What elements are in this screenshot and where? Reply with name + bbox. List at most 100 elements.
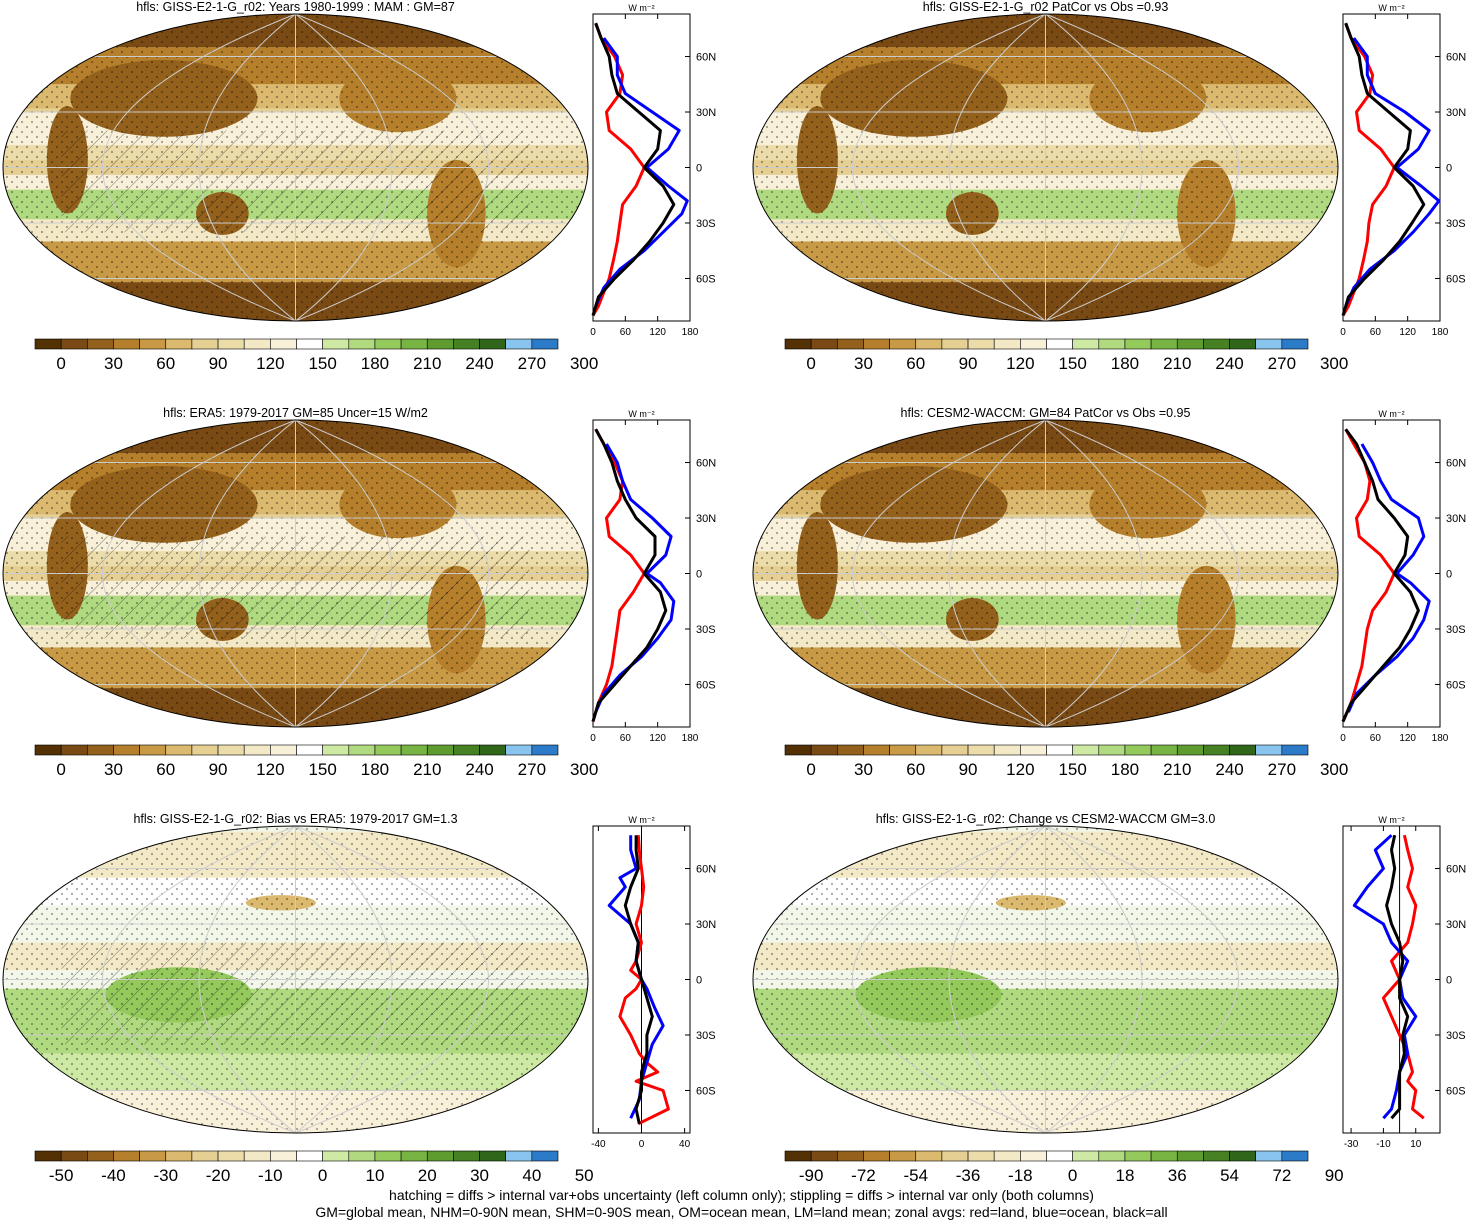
- profile-line-ocean: [1347, 443, 1431, 713]
- colorbar-swatch: [217, 1150, 245, 1162]
- panel-title: hfls: CESM2-WACCM: GM=84 PatCor vs Obs =…: [901, 406, 1191, 420]
- colorbar-swatch: [348, 1150, 376, 1162]
- colorbar-swatch: [863, 1150, 890, 1162]
- colorbar-swatch: [1072, 1150, 1100, 1162]
- colorbar-swatch: [1150, 1150, 1178, 1162]
- lat-tick-label: 30S: [1446, 218, 1466, 230]
- profile-line-land: [618, 835, 670, 1126]
- colorbar-swatch: [400, 338, 428, 350]
- profile-x-tick-label: 0: [1340, 327, 1346, 338]
- colorbar-swatch: [941, 1150, 969, 1162]
- colorbar-swatch: [1072, 744, 1100, 756]
- colorbar-tick-label: 90: [1325, 1166, 1344, 1185]
- profile-frame: [1342, 13, 1441, 322]
- colorbar-swatch: [1176, 744, 1204, 756]
- lat-tick-label: 60N: [696, 864, 716, 876]
- colorbar-swatch: [1281, 338, 1309, 350]
- colorbar-swatch: [1150, 338, 1178, 350]
- colorbar-tick-label: 30: [104, 354, 123, 373]
- lat-tick-label: 60S: [1446, 1085, 1466, 1097]
- colorbar-swatch: [453, 1150, 480, 1162]
- colorbar-tick-label: 120: [256, 354, 284, 373]
- colorbar-tick-label: 50: [575, 1166, 594, 1185]
- colorbar-swatch: [915, 744, 943, 756]
- lat-tick-label: 60S: [696, 679, 716, 691]
- colorbar-swatch: [1098, 744, 1126, 756]
- colorbar-tick-label: -54: [903, 1166, 928, 1185]
- lat-tick-label: 60N: [1446, 864, 1466, 876]
- colorbar-swatch: [217, 338, 245, 350]
- profile-x-tick-label: 120: [1399, 733, 1416, 744]
- colorbar-swatch: [505, 338, 533, 350]
- map-outline: [752, 13, 1339, 322]
- profile-x-tick-label: 10: [1410, 1139, 1422, 1150]
- colorbar-tick-label: 40: [522, 1166, 541, 1185]
- colorbar-tick-label: 0: [806, 354, 815, 373]
- colorbar-swatch: [1046, 338, 1073, 350]
- map-field: [3, 825, 588, 1133]
- profile-x-tick-label: 180: [682, 733, 699, 744]
- profile-x-tick-label: 40: [679, 1139, 691, 1150]
- profile-x-tick-label: 180: [682, 327, 699, 338]
- colorbar-swatch: [531, 744, 559, 756]
- colorbar-tick-label: 240: [1215, 354, 1243, 373]
- map-field: [3, 419, 588, 727]
- colorbar-swatch: [113, 744, 140, 756]
- colorbar-swatch: [1124, 338, 1152, 350]
- profile-x-tick-label: 60: [620, 327, 632, 338]
- lat-tick-label: 60N: [1446, 458, 1466, 470]
- panel-5: hfls: GISS-E2-1-G_r02: Bias vs ERA5: 197…: [2, 812, 716, 1185]
- colorbar-swatch: [139, 744, 167, 756]
- colorbar-tick-label: 18: [1115, 1166, 1134, 1185]
- colorbar-swatch: [531, 338, 559, 350]
- colorbar-tick-label: 36: [1168, 1166, 1187, 1185]
- colorbar-tick-label: 90: [959, 760, 978, 779]
- colorbar-swatch: [165, 744, 193, 756]
- colorbar-swatch: [87, 744, 114, 756]
- colorbar-swatch: [993, 1150, 1021, 1162]
- colorbar-swatch: [1072, 338, 1100, 350]
- profile-unit: W m⁻²: [628, 409, 654, 419]
- colorbar-swatch: [1229, 1150, 1256, 1162]
- profile-x-tick-label: 60: [1370, 733, 1382, 744]
- colorbar-swatch: [113, 1150, 140, 1162]
- zonal-profile: W m⁻² 60N 30N 0 30S 60S -30 -10 10: [1342, 815, 1466, 1150]
- profile-frame: [592, 13, 691, 322]
- colorbar-swatch: [1020, 338, 1047, 350]
- panel-6: hfls: GISS-E2-1-G_r02: Change vs CESM2-W…: [752, 812, 1466, 1185]
- colorbar-tick-label: -36: [956, 1166, 981, 1185]
- map-outline: [2, 825, 589, 1134]
- colorbar-swatch: [941, 338, 969, 350]
- colorbar: 0 30 60 90 120 150 180 210 240 270 300: [34, 744, 598, 779]
- colorbar-tick-label: 30: [854, 354, 873, 373]
- colorbar-swatch: [889, 338, 917, 350]
- colorbar-swatch: [810, 744, 838, 756]
- colorbar-swatch: [191, 1150, 219, 1162]
- colorbar-swatch: [87, 338, 114, 350]
- map-outline: [2, 419, 589, 728]
- profile-frame: [1342, 825, 1441, 1134]
- colorbar-swatch: [889, 1150, 917, 1162]
- zonal-profile: W m⁻² 60N 30N 0 30S 60S 0 60 120 180: [590, 409, 716, 744]
- colorbar-tick-label: 300: [1320, 760, 1348, 779]
- panel-title: hfls: GISS-E2-1-G_r02: Change vs CESM2-W…: [876, 812, 1216, 826]
- colorbar-tick-label: 0: [56, 760, 65, 779]
- map-outline: [752, 419, 1339, 728]
- colorbar-tick-label: 0: [1068, 1166, 1077, 1185]
- panel-2: hfls: GISS-E2-1-G_r02 PatCor vs Obs =0.9…: [752, 0, 1466, 373]
- profile-line-all: [1341, 22, 1426, 316]
- colorbar-swatch: [34, 1150, 62, 1162]
- colorbar-swatch: [270, 744, 297, 756]
- lat-tick-label: 30N: [696, 919, 716, 931]
- panel-1: hfls: GISS-E2-1-G_r02: Years 1980-1999 :…: [2, 0, 716, 373]
- colorbar-swatch: [453, 744, 480, 756]
- colorbar-tick-label: 90: [209, 354, 228, 373]
- colorbar-swatch: [243, 338, 271, 350]
- colorbar-swatch: [270, 338, 297, 350]
- colorbar-tick-label: 180: [361, 354, 389, 373]
- colorbar-tick-label: 60: [906, 760, 925, 779]
- colorbar-swatch: [243, 1150, 271, 1162]
- colorbar-tick-label: -20: [206, 1166, 231, 1185]
- colorbar-swatch: [479, 338, 506, 350]
- lat-tick-label: 30N: [1446, 919, 1466, 931]
